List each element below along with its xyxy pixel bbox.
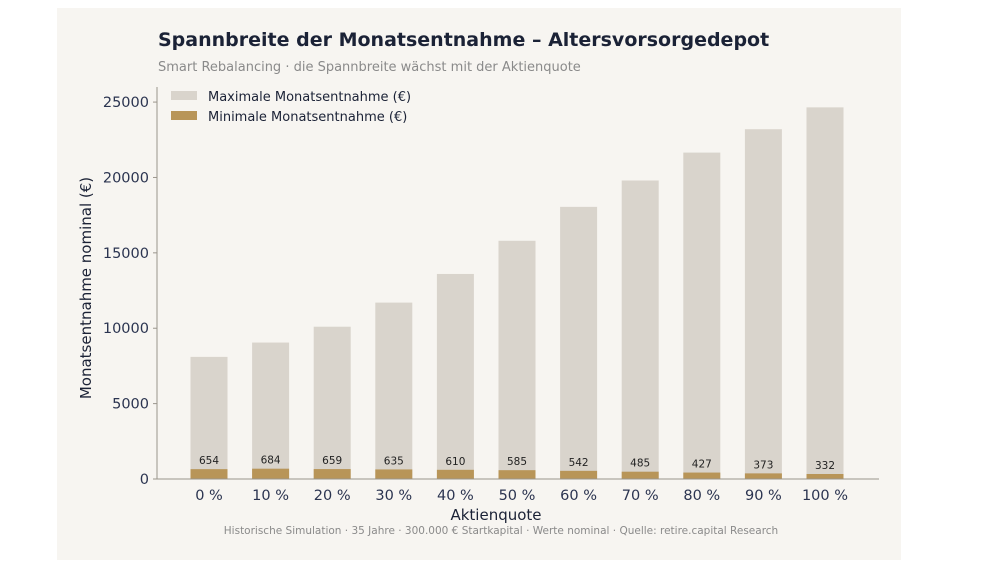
chart-figure: Spannbreite der Monatsentnahme – Altersv… <box>57 8 901 560</box>
bar-min-3 <box>375 469 413 479</box>
bar-min-2 <box>313 469 351 479</box>
y-tick-label-3: 15000 <box>103 246 149 262</box>
bar-min-9 <box>744 473 782 479</box>
bar-max-7 <box>621 180 659 479</box>
chart-title: Spannbreite der Monatsentnahme – Altersv… <box>158 29 769 51</box>
chart-subtitle: Smart Rebalancing · die Spannbreite wäch… <box>158 60 581 75</box>
bar-label-min-1: 684 <box>261 455 281 467</box>
x-tick-label-0: 0 % <box>195 488 223 504</box>
legend-swatch-min <box>171 111 197 120</box>
y-tick-label-5: 25000 <box>103 95 149 111</box>
chart-footer: Historische Simulation · 35 Jahre · 300.… <box>224 525 778 537</box>
bar-min-1 <box>252 468 290 479</box>
x-tick-label-8: 80 % <box>683 488 720 504</box>
bar-min-5 <box>498 470 536 479</box>
legend: Maximale Monatsentnahme (€) Minimale Mon… <box>171 90 411 125</box>
bar-max-3 <box>375 302 413 479</box>
x-tick-label-7: 70 % <box>622 488 659 504</box>
bar-label-min-8: 427 <box>692 459 712 471</box>
x-tick-label-9: 90 % <box>745 488 782 504</box>
bar-max-4 <box>436 273 474 479</box>
bar-min-7 <box>621 471 659 479</box>
bar-max-6 <box>560 206 598 479</box>
y-axis-label: Monatsentnahme nominal (€) <box>77 177 95 399</box>
y-tick-label-1: 5000 <box>112 397 149 413</box>
y-tick-label-2: 10000 <box>103 321 149 337</box>
bar-label-min-4: 610 <box>445 456 465 468</box>
x-ticks-group: 0 % 10 % 20 % 30 % 40 % 50 % 60 % 70 % 80 % 90 % 1… <box>195 488 848 504</box>
bar-min-8 <box>683 472 721 479</box>
bar-label-min-0: 654 <box>199 455 219 467</box>
legend-label-max: Maximale Monatsentnahme (€) <box>208 90 411 105</box>
bar-label-min-10: 332 <box>815 460 835 472</box>
bar-max-1 <box>252 342 290 479</box>
bar-max-8 <box>683 152 721 480</box>
x-tick-label-2: 20 % <box>314 488 351 504</box>
x-tick-label-5: 50 % <box>499 488 536 504</box>
bar-min-4 <box>436 469 474 479</box>
bar-min-6 <box>560 470 598 479</box>
bar-labels-group: 654 684 659 635 610 585 542 485 427 373 332 <box>199 455 835 472</box>
bar-label-min-7: 485 <box>630 458 650 470</box>
bar-label-min-3: 635 <box>384 455 404 467</box>
chart-canvas: Spannbreite der Monatsentnahme – Altersv… <box>77 29 879 537</box>
bar-max-0 <box>190 356 228 479</box>
bar-max-2 <box>313 326 351 479</box>
bar-max-10 <box>806 107 844 479</box>
x-tick-label-1: 10 % <box>252 488 289 504</box>
bar-min-10 <box>806 473 844 479</box>
bars-group <box>190 107 844 480</box>
x-tick-label-10: 100 % <box>802 488 848 504</box>
axes-group <box>156 87 879 480</box>
bar-label-min-6: 542 <box>569 457 589 469</box>
x-tick-label-3: 30 % <box>375 488 412 504</box>
legend-label-min: Minimale Monatsentnahme (€) <box>208 110 407 125</box>
bar-label-min-5: 585 <box>507 456 527 468</box>
legend-swatch-max <box>171 91 197 100</box>
x-tick-label-4: 40 % <box>437 488 474 504</box>
bar-min-0 <box>190 469 228 479</box>
bar-label-min-2: 659 <box>322 455 342 467</box>
bar-max-5 <box>498 240 536 479</box>
y-tick-label-4: 20000 <box>103 170 149 186</box>
bar-max-9 <box>744 129 782 479</box>
y-tick-label-0: 0 <box>140 472 149 488</box>
bar-label-min-9: 373 <box>753 459 773 471</box>
x-axis-label: Aktienquote <box>450 506 541 524</box>
x-tick-label-6: 60 % <box>560 488 597 504</box>
y-ticks-group: 0 5000 10000 15000 20000 25000 <box>103 95 157 488</box>
